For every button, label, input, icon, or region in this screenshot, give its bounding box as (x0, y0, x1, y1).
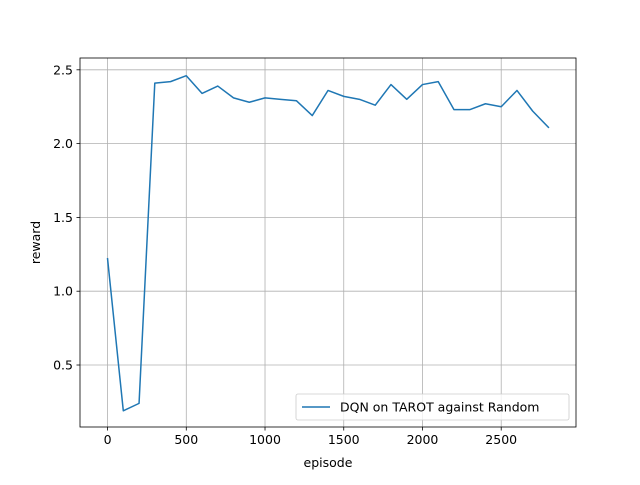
plot-frame (79, 57, 577, 428)
grid (80, 58, 576, 427)
y-tick-label: 1.0 (53, 284, 73, 299)
series-layer (106, 74, 550, 412)
x-tick-label: 500 (174, 432, 198, 447)
x-axis-ticks: 0 500 1000 1500 2000 2500 (104, 427, 517, 447)
x-tick-label: 1000 (249, 432, 281, 447)
x-tick-label: 1500 (328, 432, 360, 447)
y-axis-label: reward (28, 221, 43, 264)
legend-box (295, 393, 570, 421)
legend: DQN on TAROT against Random (295, 393, 570, 421)
legend-label: DQN on TAROT against Random (340, 400, 539, 415)
y-tick-label: 1.5 (53, 210, 73, 225)
y-tick-label: 2.0 (53, 136, 73, 151)
x-tick-label: 2000 (407, 432, 439, 447)
plot-area (80, 58, 576, 427)
x-tick-label: 2500 (485, 432, 517, 447)
y-tick-label: 2.5 (53, 62, 73, 77)
x-tick-label: 0 (104, 432, 112, 447)
y-tick-label: 0.5 (53, 358, 73, 373)
x-axis-label: episode (304, 455, 353, 470)
y-axis-ticks: 0.5 1.0 1.5 2.0 2.5 (53, 62, 80, 373)
series-line (106, 74, 550, 412)
